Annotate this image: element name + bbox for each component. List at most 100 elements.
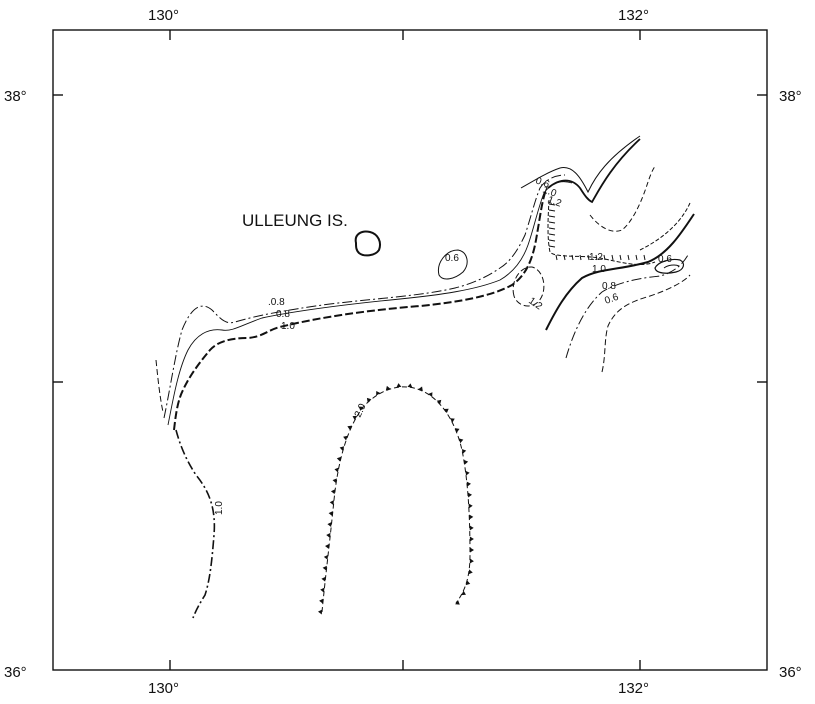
contour-label-1-2-spot: 1.2: [526, 295, 544, 312]
contour-1-0-south: [175, 429, 216, 619]
lon-label-bottom-132: 132°: [618, 680, 649, 697]
hatch-mark: [548, 221, 556, 224]
triangle-marker: [461, 590, 466, 596]
contour-0-8-west: [167, 181, 573, 426]
triangle-marker: [396, 383, 402, 388]
lat-label-left-36: 36°: [4, 664, 27, 681]
triangle-marker: [319, 598, 324, 604]
contour-label-0-8-east: 0.8: [602, 281, 616, 292]
lon-label-top-132: 132°: [618, 7, 649, 24]
triangle-marker: [450, 418, 455, 423]
hatch-mark: [548, 233, 556, 236]
hatch-mark: [579, 254, 582, 261]
contour-eddy-inner: [663, 264, 680, 269]
triangle-marker: [455, 600, 460, 605]
contour-label-1-0-east: 1.0: [592, 264, 606, 275]
triangle-marker: [454, 428, 460, 433]
contour-1-0-west: [173, 189, 547, 431]
contour-label-1-2-hatched: 1.2: [589, 252, 603, 263]
triangle-marker: [458, 438, 464, 444]
contour-2-0-triangles: [318, 383, 474, 615]
triangle-marker: [428, 392, 433, 397]
triangle-marker: [323, 554, 329, 560]
triangle-marker: [469, 514, 474, 520]
triangle-marker: [366, 397, 372, 403]
hatch-mark: [548, 227, 556, 230]
contour-0-6-east: [601, 274, 691, 373]
triangle-marker: [320, 587, 325, 593]
contour-0-6-northeast: [520, 135, 641, 194]
triangle-marker: [332, 478, 337, 484]
triangle-marker: [330, 489, 336, 495]
hatch-mark: [548, 209, 556, 212]
triangle-marker: [418, 386, 423, 392]
hatch-mark: [627, 254, 630, 261]
hatch-mark: [635, 254, 638, 261]
triangle-marker: [328, 511, 333, 517]
triangle-marker: [321, 576, 326, 582]
contour-1-2-hatched-lower: [547, 199, 656, 265]
contour-label-0-6-northeast: 0.6: [534, 175, 551, 190]
triangle-marker: [339, 446, 345, 451]
lat-label-left-38: 38°: [4, 88, 27, 105]
lon-label-bottom-130: 130°: [148, 680, 179, 697]
triangle-marker: [465, 470, 470, 476]
triangle-marker: [467, 492, 472, 498]
lon-label-top-130: 130°: [148, 7, 179, 24]
contour-label-1-0-northeast: 1.0: [541, 184, 558, 199]
contour-label-2-0-dome: 2.0: [353, 402, 369, 420]
hatch-mark: [587, 254, 590, 261]
contour-label-0-8-west: 0.8: [276, 309, 290, 320]
triangle-marker: [376, 390, 381, 396]
triangle-marker: [436, 399, 442, 405]
triangle-marker: [347, 425, 353, 431]
triangle-marker: [469, 536, 474, 542]
triangle-marker: [469, 558, 474, 564]
frame-ticks: [53, 30, 767, 670]
hatch-mark: [563, 254, 566, 261]
triangle-marker: [358, 406, 364, 411]
contour-1-0-northeast: [547, 138, 641, 204]
ulleung-island-outline: [354, 230, 381, 257]
hatch-mark: [548, 215, 556, 218]
contour-1-2-east-spur: [639, 202, 691, 251]
triangle-marker: [326, 532, 331, 538]
hatch-mark: [548, 203, 556, 206]
contour-1-0-east: [545, 213, 695, 331]
triangle-marker: [468, 503, 473, 509]
ulleung-island-label: ULLEUNG IS.: [242, 211, 348, 230]
triangle-marker: [322, 565, 327, 571]
hatch-mark: [619, 254, 622, 261]
hatch-mark: [611, 254, 614, 261]
contour-label-1-0-south: 1.0: [214, 501, 225, 515]
triangle-marker: [443, 408, 449, 414]
contour-0-8-east: [565, 254, 689, 359]
triangle-marker: [385, 385, 391, 391]
hatch-mark: [603, 254, 606, 261]
contour-2-0-dome: [321, 386, 471, 613]
triangle-marker: [407, 383, 413, 388]
triangle-marker: [318, 609, 323, 615]
hatch-mark: [643, 254, 646, 261]
contour-label-0-6-eddy: 0.6: [658, 254, 672, 265]
map-frame: [52, 29, 768, 671]
hatch-mark: [548, 245, 556, 248]
triangle-marker: [327, 522, 332, 527]
contour-label-0-6-east: 0.6: [603, 292, 620, 307]
contour-1-2-spot: [512, 266, 545, 307]
triangle-marker: [468, 569, 473, 575]
contour-0-6-spot: [437, 249, 468, 280]
triangle-marker: [463, 459, 469, 465]
contour-label-1-0-west: 1.0: [281, 321, 295, 332]
contour-label-0-8-west-upper: .0.8: [268, 297, 285, 308]
hatch-mark: [555, 254, 558, 261]
triangle-marker: [329, 500, 334, 506]
triangle-marker: [334, 467, 339, 473]
contour-1-2-hatched-upper: [589, 164, 657, 232]
contour-label-1-2-northeast: 1.2: [546, 194, 563, 209]
triangle-marker: [343, 435, 348, 441]
triangle-marker: [469, 525, 474, 531]
triangle-marker: [461, 448, 467, 454]
triangle-marker: [465, 580, 471, 586]
